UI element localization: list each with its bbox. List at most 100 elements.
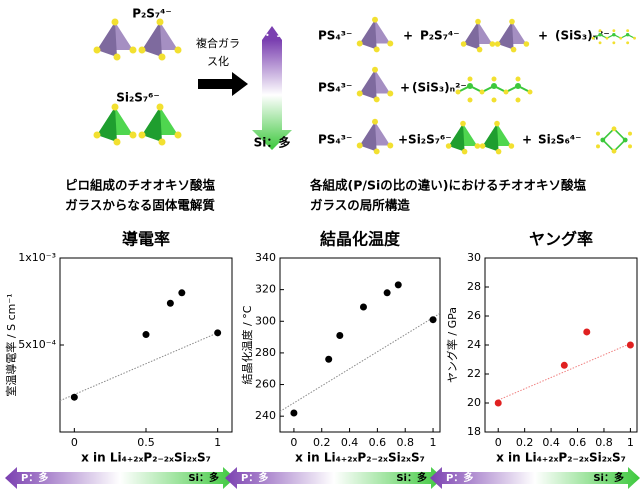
formula: PS₄³⁻ [318,133,352,147]
data-point [430,316,437,323]
data-point [167,300,174,307]
tetrahedron [357,67,394,103]
gradient-label: Si：多 [254,135,291,150]
data-point [561,362,568,369]
y-tick-label: 300 [255,314,276,327]
chain [456,77,533,103]
x-tick-label: 0 [290,436,297,449]
arrow-label: P：多 [241,471,268,484]
caption: ガラスからなる固体電解質 [65,198,215,213]
data-point [178,289,185,296]
x-tick-label: 1 [430,436,437,449]
y-tick-label: 28 [467,280,481,293]
gradient-arrow [252,40,292,150]
arrow-label: Si：多 [396,471,427,484]
formula: PS₄³⁻ [318,81,352,95]
data-point [495,400,502,407]
ring [596,126,632,153]
arrow [198,72,248,96]
x-axis-label: x in Li₄₊₂ₓP₂₋₂ₓSi₂ₓS₇ [295,451,425,465]
tetrahedron [357,17,394,53]
arrow-label: Si：多 [593,471,624,484]
tetrahedron [461,19,495,53]
y-tick-label: 260 [255,378,276,391]
data-point [325,356,332,363]
tetrahedron [139,104,182,146]
x-tick-label: 0.5 [137,436,155,449]
data-point [395,281,402,288]
x-tick-label: 0.4 [542,436,560,449]
arrow-label: P：多 [21,471,48,484]
formula: P₂S₇⁴⁻ [132,7,172,21]
y-tick-label: 24 [467,338,481,351]
plus: + [538,29,548,43]
data-point [627,342,634,349]
x-tick-label: 0.6 [369,436,387,449]
plot-frame [485,258,637,432]
y-tick-label: 320 [255,283,276,296]
x-axis-label: x in Li₄₊₂ₓP₂₋₂ₓSi₂ₓS₇ [81,451,211,465]
tetrahedron [357,119,394,155]
caption: ガラスの局所構造 [310,198,410,213]
plot-frame [60,258,232,432]
data-point [143,331,150,338]
x-tick-label: 0 [495,436,502,449]
formula: P₂S₇⁴⁻ [420,29,460,43]
x-tick-label: 0.2 [516,436,534,449]
plus: + [403,29,413,43]
y-tick-label: 18 [467,425,481,438]
data-point [290,410,297,417]
data-point [384,289,391,296]
y-tick-label: 30 [467,251,481,264]
arrow-label: P：多 [446,471,473,484]
x-tick-label: 0 [71,436,78,449]
tetrahedron [495,19,529,53]
x-tick-label: 1 [214,436,221,449]
y-tick-label: 5x10⁻⁴ [18,338,56,351]
formula: Si₂S₆⁴⁻ [538,133,582,147]
caption: ピロ組成のチオオキソ酸塩 [65,178,216,193]
x-tick-label: 0.2 [313,436,331,449]
arrow-label: 複合ガラ [196,36,240,50]
data-point [71,394,78,401]
caption: 各組成(P/Siの比の違い)におけるチオオキソ酸塩 [309,178,586,193]
x-tick-label: 0.8 [595,436,613,449]
y-tick-label: 240 [255,409,276,422]
tetrahedron [94,19,137,61]
y-tick-label: 20 [467,396,481,409]
y-tick-label: 340 [255,251,276,264]
data-point [360,304,367,311]
x-tick-label: 1 [627,436,634,449]
y-axis-label: ヤング率 / GPa [445,307,459,383]
x-axis-label: x in Li₄₊₂ₓP₂₋₂ₓSi₂ₓS₇ [496,451,626,465]
plus: + [400,81,410,95]
trend-line [498,344,630,401]
y-tick-label: 26 [467,309,481,322]
tetrahedron [480,121,514,155]
formula: +Si₂S₇⁶⁻ [398,133,452,147]
x-tick-label: 0.8 [396,436,414,449]
data-point [214,329,221,336]
y-tick-label: 280 [255,346,276,359]
arrow-label: Si：多 [188,471,219,484]
x-tick-label: 0.6 [569,436,587,449]
chart-title: 導電率 [122,230,170,249]
plot-frame [280,258,440,432]
plus: + [522,133,532,147]
data-point [336,332,343,339]
chart-title: ヤング率 [529,230,593,249]
y-axis-label: 室温導電率 / S cm⁻¹ [4,293,18,396]
y-axis-label: 結晶化温度 / °C [240,305,254,384]
gradient-label: P：多 [256,24,289,39]
trend-line [60,333,218,401]
data-point [583,328,590,335]
tetrahedron [139,19,182,61]
formula: Si₂S₇⁶⁻ [116,91,160,105]
figure: P₂S₇⁴⁻ Si₂S₇⁶⁻ 複合ガラ ス化 P：多 Si：多 PS₄³⁻ + … [0,0,643,495]
chart-title: 結晶化温度 [320,230,401,249]
y-tick-label: 22 [467,367,481,380]
trend-line [280,313,440,411]
arrow-label: ス化 [207,54,229,68]
y-tick-label: 1x10⁻³ [18,251,56,264]
tetrahedron [94,104,137,146]
